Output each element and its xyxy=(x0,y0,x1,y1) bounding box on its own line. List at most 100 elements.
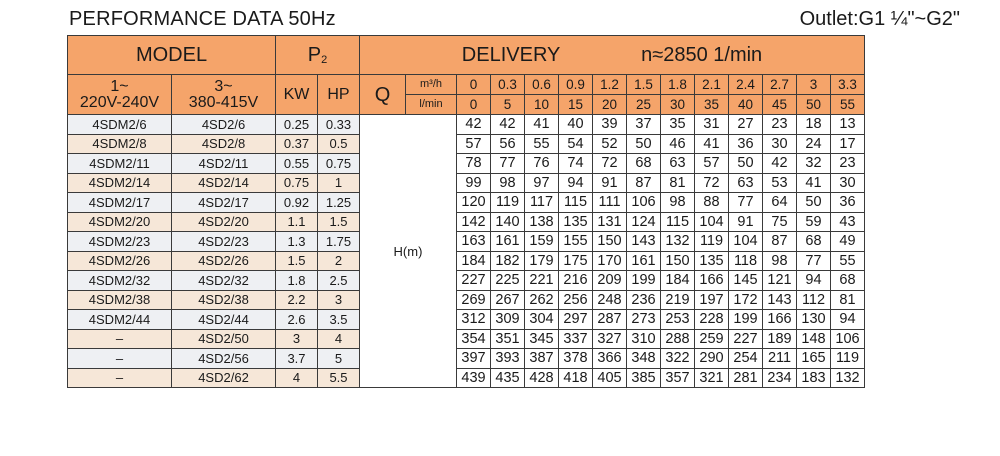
power-kw: 0.55 xyxy=(275,153,318,174)
head-value: 117 xyxy=(524,192,559,213)
flow-lmin-value: 40 xyxy=(728,94,763,115)
head-value: 104 xyxy=(694,211,729,232)
head-value: 76 xyxy=(524,153,559,174)
head-value: 64 xyxy=(762,192,797,213)
head-value: 63 xyxy=(660,153,695,174)
power-hp: 1 xyxy=(317,172,360,193)
head-value: 155 xyxy=(558,231,593,252)
head-value: 42 xyxy=(762,153,797,174)
model-three-phase: 4SD2/8 xyxy=(171,133,276,154)
head-value: 87 xyxy=(762,231,797,252)
table-row: –4SD2/56 3.7 5 397 393 387 378 366 348 322 290 254 2… xyxy=(67,348,865,369)
head-value: 77 xyxy=(796,250,831,271)
head-value: 72 xyxy=(694,172,729,193)
flow-lmin-value: 25 xyxy=(626,94,661,115)
head-value: 91 xyxy=(592,172,627,193)
flow-m3h-value: 2.4 xyxy=(728,74,763,95)
delivery-label: DELIVERY xyxy=(461,44,560,66)
head-value: 68 xyxy=(830,270,865,291)
head-value: 179 xyxy=(524,250,559,271)
head-value: 140 xyxy=(490,211,525,232)
three-phase-symbol: 3~ xyxy=(214,77,233,95)
head-value: 132 xyxy=(660,231,695,252)
head-value: 354 xyxy=(456,328,491,349)
head-value: 68 xyxy=(626,153,661,174)
flow-m3h-value: 0.9 xyxy=(558,74,593,95)
flow-m3h-value: 1.2 xyxy=(592,74,627,95)
head-value: 262 xyxy=(524,289,559,310)
model-three-phase: 4SD2/44 xyxy=(171,309,276,330)
power-hp: 5.5 xyxy=(317,367,360,388)
flow-m3h-value: 0.6 xyxy=(524,74,559,95)
head-value: 290 xyxy=(694,348,729,369)
head-value: 55 xyxy=(524,133,559,154)
delivery-header: DELIVERY n≈2850 1/min xyxy=(359,35,865,75)
model-single-phase: 4SDM2/8 xyxy=(67,133,172,154)
head-value: 253 xyxy=(660,309,695,330)
head-value: 166 xyxy=(694,270,729,291)
model-single-phase: 4SDM2/17 xyxy=(67,192,172,213)
head-value: 267 xyxy=(490,289,525,310)
head-value: 219 xyxy=(660,289,695,310)
power-kw: 2.6 xyxy=(275,309,318,330)
head-value: 183 xyxy=(796,367,831,388)
head-value: 68 xyxy=(796,231,831,252)
head-value: 145 xyxy=(728,270,763,291)
model-three-phase: 4SD2/56 xyxy=(171,348,276,369)
power-kw: 1.5 xyxy=(275,250,318,271)
head-value: 209 xyxy=(592,270,627,291)
flow-m3h-value: 0.3 xyxy=(490,74,525,95)
flow-m3h-value: 3 xyxy=(796,74,831,95)
head-value: 81 xyxy=(830,289,865,310)
head-value: 199 xyxy=(626,270,661,291)
table-row: 4SDM2/8 4SD2/8 0.37 0.5 57 56 55 54 52 50 46 41 36 30… xyxy=(67,133,865,154)
flow-lmin-value: 30 xyxy=(660,94,695,115)
flow-lmin-value: 20 xyxy=(592,94,627,115)
hp-header: HP xyxy=(317,74,360,115)
head-label: H(m) xyxy=(359,114,457,388)
head-value: 42 xyxy=(490,114,525,135)
table-row: 4SDM2/14 4SD2/14 0.75 1 99 98 97 94 91 87 81 72 63 53… xyxy=(67,172,865,193)
head-value: 54 xyxy=(558,133,593,154)
table-row: 4SDM2/20 4SD2/20 1.1 1.5 142 140 138 135 131 124 1… xyxy=(67,211,865,232)
head-value: 88 xyxy=(694,192,729,213)
head-value: 428 xyxy=(524,367,559,388)
model-three-phase: 4SD2/23 xyxy=(171,231,276,252)
head-value: 405 xyxy=(592,367,627,388)
head-value: 42 xyxy=(456,114,491,135)
outlet-spec: Outlet:G1 ¼"~G2" xyxy=(799,8,960,30)
head-value: 40 xyxy=(558,114,593,135)
head-value: 327 xyxy=(592,328,627,349)
head-value: 77 xyxy=(490,153,525,174)
head-value: 77 xyxy=(728,192,763,213)
model-single-phase: – xyxy=(67,328,172,349)
table-row: 4SDM2/26 4SD2/26 1.5 2 184 182 179 175 170 161 150… xyxy=(67,250,865,271)
flow-lmin-value: 0 xyxy=(456,94,491,115)
power-hp: 3 xyxy=(317,289,360,310)
head-value: 98 xyxy=(660,192,695,213)
table-row: –4SD2/50 3 4 354 351 345 337 327 310 288 259 227 189… xyxy=(67,328,865,349)
p2-subscript: 2 xyxy=(321,53,328,66)
head-value: 184 xyxy=(660,270,695,291)
model-single-phase: 4SDM2/26 xyxy=(67,250,172,271)
head-value: 385 xyxy=(626,367,661,388)
head-value: 131 xyxy=(592,211,627,232)
head-value: 357 xyxy=(660,367,695,388)
head-value: 256 xyxy=(558,289,593,310)
head-value: 337 xyxy=(558,328,593,349)
head-value: 23 xyxy=(830,153,865,174)
head-value: 59 xyxy=(796,211,831,232)
flow-lmin-value: 5 xyxy=(490,94,525,115)
model-three-phase: 4SD2/62 xyxy=(171,367,276,388)
head-value: 99 xyxy=(456,172,491,193)
head-value: 138 xyxy=(524,211,559,232)
head-value: 143 xyxy=(626,231,661,252)
head-value: 172 xyxy=(728,289,763,310)
power-hp: 1.75 xyxy=(317,231,360,252)
model-three-phase: 4SD2/11 xyxy=(171,153,276,174)
head-value: 321 xyxy=(694,367,729,388)
head-value: 227 xyxy=(456,270,491,291)
head-value: 184 xyxy=(456,250,491,271)
head-value: 312 xyxy=(456,309,491,330)
head-value: 39 xyxy=(592,114,627,135)
